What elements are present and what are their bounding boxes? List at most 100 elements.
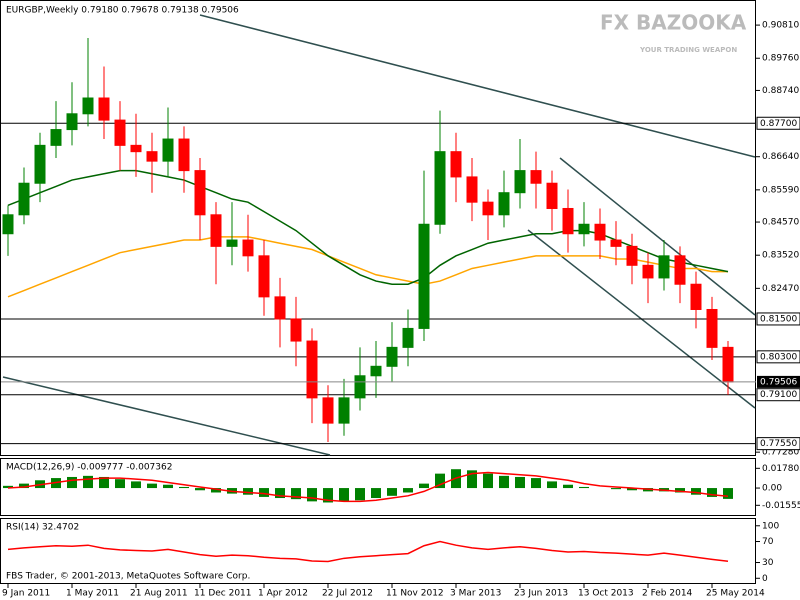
level-box xyxy=(756,312,800,326)
histogram-bar xyxy=(115,479,125,489)
histogram-bar xyxy=(339,488,349,502)
candle-body xyxy=(530,170,542,184)
candle-body xyxy=(562,207,574,235)
candle-body xyxy=(594,223,606,241)
trendline xyxy=(199,14,756,158)
histogram-bar xyxy=(563,484,573,489)
y-tick-label: 0.90810 xyxy=(762,21,799,31)
candle-body xyxy=(210,214,222,247)
candle-body xyxy=(162,138,174,162)
trendline xyxy=(2,376,331,456)
candle-body xyxy=(50,129,62,146)
histogram-bar xyxy=(67,476,77,489)
y-tick-label: 0.83520 xyxy=(762,251,799,261)
candle-body xyxy=(306,340,318,399)
candle-body xyxy=(674,255,686,285)
histogram-bar xyxy=(691,488,701,495)
candle-body xyxy=(322,397,334,424)
y-tick-label: 0.77280 xyxy=(762,448,799,458)
histogram-bar xyxy=(547,481,557,489)
candle-body xyxy=(482,201,494,216)
candle-body xyxy=(722,346,734,383)
x-tick-label: 11 Nov 2012 xyxy=(386,589,444,599)
logo: FX BAZOOKA xyxy=(600,11,747,35)
histogram-bar xyxy=(723,488,733,499)
histogram-bar xyxy=(371,488,381,499)
last-price-label: 0.79506 xyxy=(760,377,797,387)
histogram-bar xyxy=(163,484,173,489)
level-box xyxy=(756,116,800,130)
x-tick-label: 1 Apr 2012 xyxy=(258,589,308,599)
indicator-line xyxy=(7,236,728,298)
candle-body xyxy=(466,176,478,203)
y-tick-label: 70 xyxy=(762,537,774,547)
candle-body xyxy=(450,151,462,178)
histogram-bar xyxy=(435,473,445,489)
histogram-bar xyxy=(211,488,221,493)
level-label: 0.77550 xyxy=(760,439,797,449)
candle-body xyxy=(130,144,142,153)
y-tick-label: 30 xyxy=(762,558,774,568)
y-tick-label: 0.85590 xyxy=(762,185,799,195)
candle-body xyxy=(690,283,702,310)
histogram-bar xyxy=(419,483,429,489)
candle-body xyxy=(290,318,302,342)
histogram-bar xyxy=(403,488,413,493)
chart-title: EURGBP,Weekly 0.79180 0.79678 0.79138 0.… xyxy=(6,6,239,16)
histogram-bar xyxy=(19,483,29,489)
candle-body xyxy=(370,365,382,377)
candle-body xyxy=(402,327,414,348)
indicator-line xyxy=(7,540,729,563)
histogram-bar xyxy=(259,488,269,497)
y-tick-label: 0.89760 xyxy=(762,54,799,64)
x-tick-label: 21 Aug 2011 xyxy=(130,589,188,599)
candle-body xyxy=(354,375,366,399)
histogram-bar xyxy=(579,486,589,489)
candle-body xyxy=(642,264,654,279)
histogram-bar xyxy=(611,488,621,490)
histogram-bar xyxy=(355,488,365,501)
histogram-bar xyxy=(147,483,157,489)
histogram-bar xyxy=(531,478,541,489)
histogram-bar xyxy=(387,488,397,496)
indicator-line xyxy=(7,471,729,503)
histogram-bar xyxy=(131,481,141,489)
histogram-bar xyxy=(467,470,477,489)
logo-tagline: YOUR TRADING WEAPON xyxy=(639,46,737,54)
candle-body xyxy=(114,119,126,146)
level-label: 0.81500 xyxy=(760,314,797,324)
candle-body xyxy=(626,245,638,266)
candle-body xyxy=(226,239,238,247)
y-tick-label: -0.015556 xyxy=(762,501,800,511)
x-tick-label: 13 Oct 2013 xyxy=(578,589,634,599)
x-tick-label: 22 Jul 2012 xyxy=(322,589,373,599)
candle-body xyxy=(514,170,526,194)
histogram-bar xyxy=(243,488,253,495)
y-tick-label: 0.00 xyxy=(762,484,782,494)
candle-body xyxy=(418,223,430,329)
histogram-bar xyxy=(627,488,637,491)
rsi-panel xyxy=(0,518,756,584)
histogram-bar xyxy=(675,488,685,493)
histogram-bar xyxy=(291,488,301,500)
x-tick-label: 11 Dec 2011 xyxy=(194,589,252,599)
candle-body xyxy=(274,296,286,320)
candle-body xyxy=(610,239,622,247)
histogram-bar xyxy=(515,476,525,489)
rsi-title: RSI(14) 32.4702 xyxy=(6,523,79,533)
y-tick-label: 0.88740 xyxy=(762,86,799,96)
candle-body xyxy=(2,214,14,235)
histogram-bar xyxy=(99,476,109,489)
level-label: 0.80300 xyxy=(760,352,797,362)
candle-body xyxy=(578,223,590,235)
y-tick-label: 0 xyxy=(762,574,768,584)
candle-body xyxy=(338,397,350,424)
x-tick-label: 1 May 2011 xyxy=(66,589,119,599)
candle-body xyxy=(34,144,46,184)
histogram-bar xyxy=(483,473,493,489)
candle-body xyxy=(242,239,254,257)
candle-body xyxy=(658,255,670,279)
histogram-bar xyxy=(707,488,717,497)
candle-body xyxy=(194,170,206,216)
